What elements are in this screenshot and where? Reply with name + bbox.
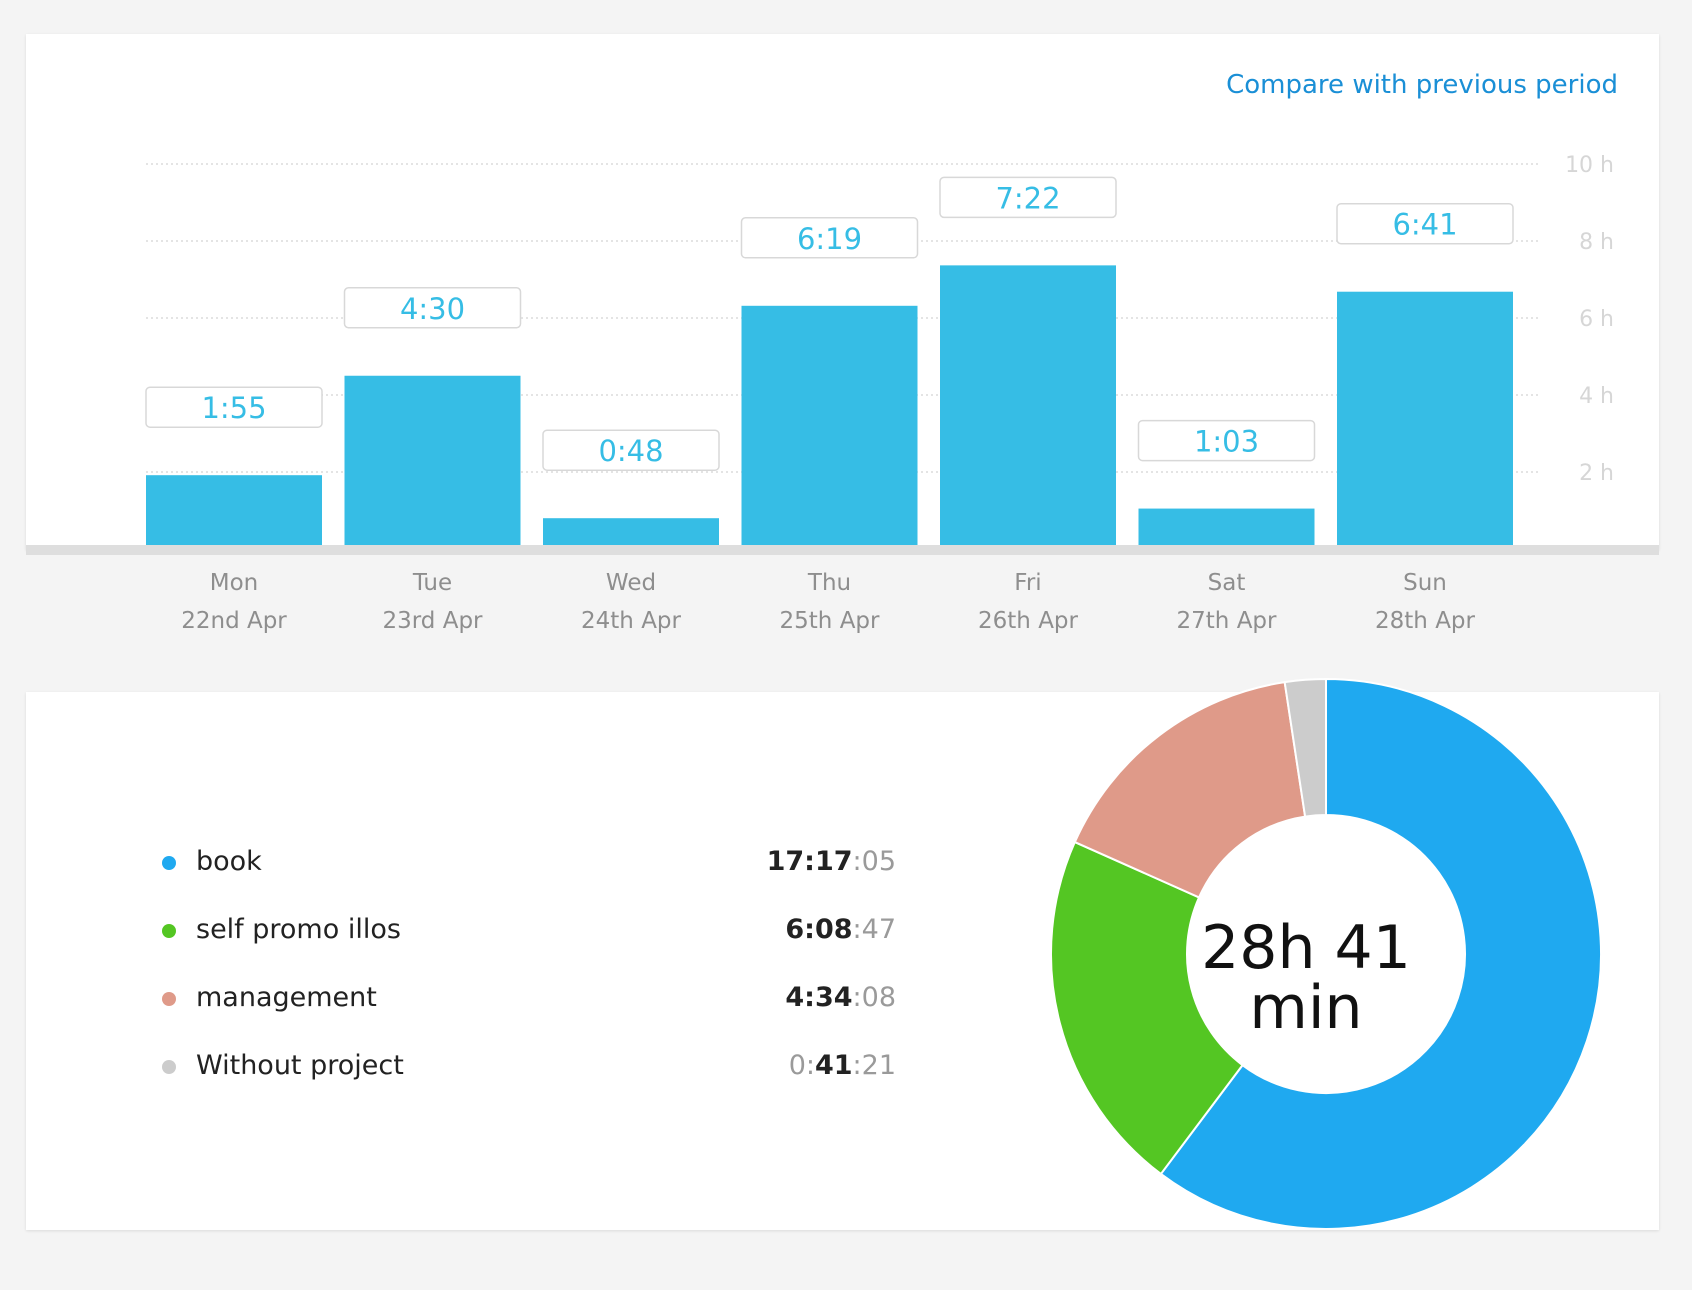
donut-total-line-1: 28h 41 [1201,913,1411,983]
x-tick-date-label: 26th Apr [978,608,1079,634]
legend-duration: 17:17:05 [766,846,896,877]
donut-slice-self-promo-illos [1050,840,1244,1176]
bar-value-box [740,217,919,259]
bar-value-label: 6:19 [797,222,862,256]
bar-value-label: 1:55 [201,391,266,425]
x-tick-day-label: Wed [606,570,656,596]
compare-previous-period-link[interactable]: Compare with previous period [1226,70,1618,100]
bar-value-box [1336,202,1514,245]
legend-dot-without-project [162,1060,176,1074]
y-tick-label: 2 h [1579,461,1614,486]
x-tick-date-label: 27th Apr [1177,608,1278,634]
bar-value-label: 0:48 [598,434,663,468]
legend-label: book [196,846,262,877]
bar-value-label: 7:22 [995,181,1060,215]
bar [146,475,322,549]
bar-value-box [343,287,522,329]
legend-dot-book [162,856,176,870]
donut-slice-without-project [1283,677,1327,818]
x-tick-day-label: Sun [1403,570,1447,596]
y-tick-label: 6 h [1579,307,1614,332]
legend-label: Without project [196,1050,404,1081]
bar-value-label: 6:41 [1392,208,1457,242]
bar [543,518,719,549]
x-tick-date-label: 28th Apr [1375,608,1476,634]
x-tick-date-label: 24th Apr [581,608,682,634]
project-breakdown-card: book 17:17:05 self promo illos 6:08:47 m… [26,677,1659,1230]
bar-value-label: 1:03 [1194,425,1259,459]
x-tick-day-label: Thu [807,570,851,596]
legend-item-self-promo-illos[interactable]: self promo illos 6:08:47 [136,910,896,950]
bar-value-box [542,429,720,471]
x-tick-date-label: 25th Apr [780,608,881,634]
legend-dot-self-promo-illos [162,924,176,938]
bar-value-box [1137,419,1316,462]
bar-chart-card: Compare with previous period 2 h 4 h 6 h 8 … [26,34,1659,634]
y-tick-label: 4 h [1579,384,1614,409]
donut-total-label: 28h 41 min [1156,918,1456,1038]
bar [1138,508,1315,549]
legend-label: management [196,982,377,1013]
legend-duration: 0:41:21 [788,1050,896,1081]
legend-item-book[interactable]: book 17:17:05 [136,842,896,882]
bar [344,375,521,549]
legend-dot-management [162,992,176,1006]
donut-chart [1050,677,1602,1230]
bar [741,305,918,549]
bar [940,265,1116,549]
x-tick-date-label: 23rd Apr [382,608,483,634]
bar-value-box [145,386,323,428]
legend-duration: 6:08:47 [785,914,896,945]
donut-slice-management [1073,680,1307,899]
legend-item-without-project[interactable]: Without project 0:41:21 [136,1046,896,1086]
donut-total-line-2: min [1249,973,1363,1043]
legend-item-management[interactable]: management 4:34:08 [136,978,896,1018]
chart-baseline [26,545,1659,555]
x-tick-day-label: Mon [210,570,259,596]
legend-label: self promo illos [196,914,401,945]
bar [1337,291,1513,549]
y-tick-label: 8 h [1579,230,1614,255]
bar-value-box [939,176,1117,219]
x-tick-day-label: Sat [1208,570,1246,596]
x-tick-day-label: Tue [412,570,452,596]
x-tick-day-label: Fri [1014,570,1041,596]
y-tick-label: 10 h [1565,153,1614,178]
x-tick-date-label: 22nd Apr [181,608,287,634]
bar-value-label: 4:30 [400,292,465,326]
bar-chart: 2 h 4 h 6 h 8 h 10 h 1:55 Mon 22nd Apr 4:30 Tue 23… [26,153,1659,634]
donut-slice-book [1159,677,1602,1230]
legend-duration: 4:34:08 [785,982,896,1013]
